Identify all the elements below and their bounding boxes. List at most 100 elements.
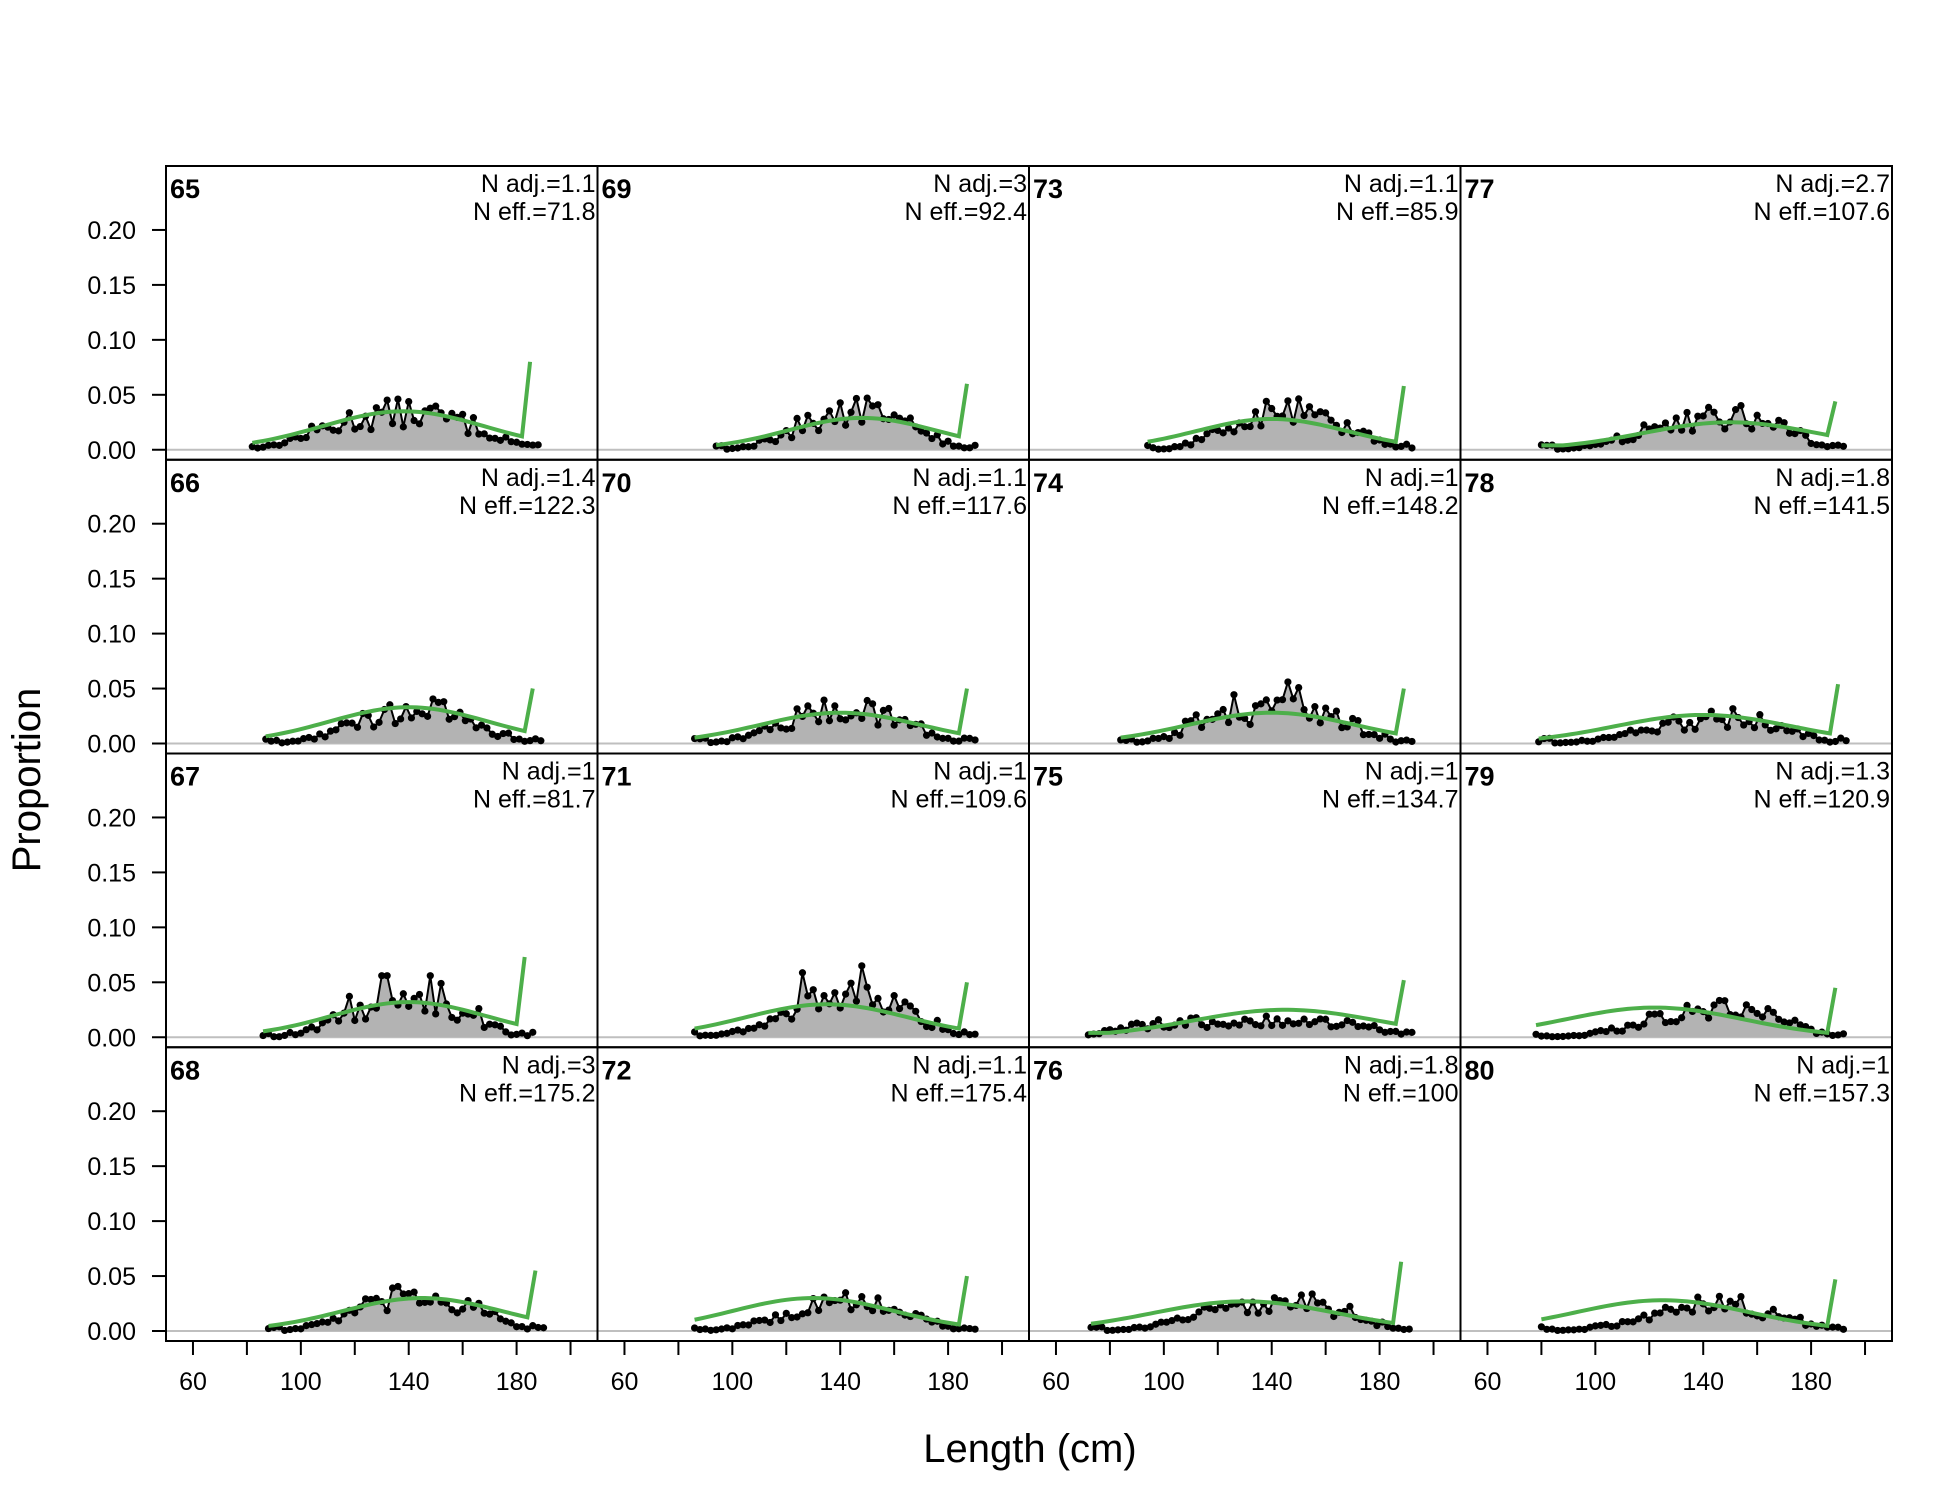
observed-point: [1807, 439, 1815, 448]
observed-point: [1721, 425, 1729, 433]
observed-point: [1133, 738, 1141, 746]
observed-point: [744, 1321, 753, 1329]
observed-point: [1319, 1298, 1327, 1306]
observed-point: [1810, 732, 1818, 740]
observed-point: [1370, 1021, 1378, 1030]
observed-point: [712, 1031, 720, 1039]
panel-label: 76: [1033, 1055, 1063, 1085]
observed-point: [1548, 1325, 1556, 1333]
observed-point: [1651, 1010, 1659, 1018]
observed-point: [804, 992, 812, 1000]
observed-point: [472, 724, 480, 732]
observed-point: [1667, 1017, 1675, 1026]
observed-point: [782, 1309, 790, 1317]
observed-point: [1214, 1020, 1222, 1028]
observed-point: [1144, 737, 1152, 745]
observed-point: [423, 712, 432, 720]
observed-point: [281, 1326, 289, 1335]
observed-point: [815, 1005, 823, 1013]
n-adj-label: N adj.=1.1: [481, 170, 596, 198]
observed-point: [1313, 1299, 1322, 1307]
observed-point: [1570, 1326, 1578, 1334]
observed-point: [1311, 411, 1319, 419]
observed-point: [475, 430, 483, 438]
observed-point: [351, 1016, 359, 1025]
observed-point: [1278, 1021, 1287, 1029]
observed-point: [1284, 1017, 1292, 1025]
observed-point: [1613, 1322, 1621, 1330]
observed-point: [1322, 1015, 1330, 1023]
observed-point: [1262, 1012, 1270, 1020]
observed-point: [1723, 723, 1732, 731]
observed-point: [1599, 733, 1608, 742]
observed-point: [1769, 1008, 1777, 1016]
observed-point: [1748, 1005, 1756, 1014]
observed-point: [712, 738, 720, 746]
observed-point: [1386, 735, 1394, 743]
n-adj-label: N adj.=3: [933, 170, 1027, 198]
n-eff-label: N eff.=141.5: [1754, 492, 1890, 520]
n-adj-label: N adj.=1: [502, 758, 596, 786]
observed-point: [1332, 707, 1341, 715]
n-adj-label: N adj.=1: [933, 758, 1027, 786]
observed-point: [1834, 441, 1842, 449]
observed-point: [372, 1294, 380, 1302]
observed-point: [868, 402, 877, 410]
observed-point: [491, 1021, 499, 1029]
observed-point: [291, 1031, 300, 1039]
observed-point: [1246, 720, 1254, 729]
observed-point: [1559, 1326, 1567, 1334]
observed-point: [1553, 445, 1562, 453]
observed-point: [534, 1323, 542, 1332]
x-tick-label: 60: [1474, 1368, 1502, 1396]
observed-point: [1243, 1309, 1252, 1317]
observed-point: [1780, 1018, 1788, 1026]
observed-point: [771, 437, 780, 446]
observed-point: [944, 437, 952, 445]
observed-point: [1829, 1031, 1837, 1040]
observed-point: [755, 1021, 763, 1029]
observed-point: [394, 1282, 402, 1291]
observed-point: [836, 399, 844, 407]
observed-point: [1802, 431, 1810, 439]
observed-point: [415, 420, 424, 428]
observed-point: [1257, 422, 1265, 430]
observed-point: [847, 979, 855, 987]
observed-point: [1305, 403, 1314, 411]
observed-point: [507, 1031, 515, 1039]
observed-point: [1537, 1032, 1546, 1040]
observed-point: [874, 401, 882, 409]
observed-point: [831, 989, 839, 997]
observed-point: [335, 427, 343, 435]
observed-point: [1629, 436, 1637, 444]
panel-80: 80 N adj.=1N eff.=157.3: [1459, 1046, 1893, 1342]
observed-point: [413, 707, 421, 715]
observed-point: [766, 1318, 774, 1327]
observed-point: [494, 732, 502, 741]
observed-point: [1381, 440, 1389, 448]
observed-point: [488, 730, 496, 738]
observed-point: [1618, 1027, 1626, 1035]
observed-point: [1365, 730, 1373, 739]
observed-point: [1397, 737, 1405, 745]
observed-point: [1570, 1031, 1578, 1040]
observed-point: [1597, 1026, 1605, 1035]
x-tick-label: 100: [280, 1368, 322, 1396]
observed-point: [1359, 731, 1368, 739]
observed-point: [1338, 724, 1346, 732]
observed-point: [1705, 403, 1713, 411]
observed-point: [1645, 1010, 1653, 1018]
observed-point: [1103, 1326, 1111, 1335]
panel-79: 79 N adj.=1.3N eff.=120.9: [1459, 752, 1893, 1049]
observed-point: [286, 1028, 294, 1037]
observed-point: [895, 1005, 904, 1013]
x-tick-label: 180: [1359, 1368, 1401, 1396]
observed-point: [1176, 731, 1184, 739]
observed-point: [1580, 1325, 1589, 1334]
observed-point: [486, 434, 494, 442]
observed-point: [1224, 424, 1233, 432]
observed-point: [1230, 428, 1238, 436]
observed-point: [971, 1030, 979, 1038]
panel-76: 76 N adj.=1.8N eff.=100: [1028, 1046, 1462, 1342]
observed-point: [1780, 419, 1788, 427]
